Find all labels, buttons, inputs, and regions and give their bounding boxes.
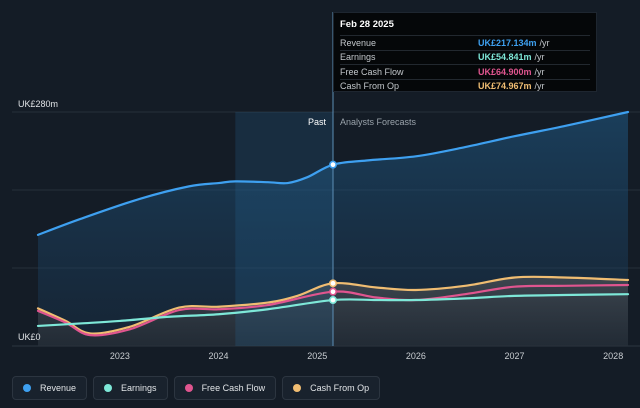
cash-from-op-dot-icon [293,384,302,392]
tooltip-unit: /yr [539,37,550,48]
tooltip-unit: /yr [534,81,545,92]
tooltip-row-free-cash-flow: Free Cash Flow UK£64.900m /yr [340,64,590,79]
tooltip-unit: /yr [534,66,545,77]
tooltip-label: Free Cash Flow [340,66,404,77]
series-markers [328,160,337,305]
tooltip-row-cash-from-op: Cash From Op UK£74.967m /yr [340,78,590,94]
forecast-label: Analysts Forecasts [340,117,417,127]
y-axis-top-label: UK£280m [18,99,58,109]
legend-item-revenue[interactable]: Revenue [12,376,88,400]
tooltip-row-revenue: Revenue UK£217.134m /yr [340,35,590,50]
y-axis-bottom-label: UK£0 [18,332,41,342]
tooltip-value: UK£64.900m [478,66,532,77]
x-tick-label: 2025 [307,351,327,361]
legend: Revenue Earnings Free Cash Flow Cash Fro… [12,376,381,400]
free-cash-flow-marker [328,287,337,296]
revenue-line [36,110,630,236]
x-tick-label: 2023 [110,351,130,361]
tooltip: Feb 28 2025 Revenue UK£217.134m /yr Earn… [333,12,597,92]
cash-from-op-marker [328,279,337,288]
legend-item-free-cash-flow[interactable]: Free Cash Flow [173,376,277,400]
legend-item-earnings[interactable]: Earnings [93,376,168,400]
x-tick-label: 2024 [209,351,229,361]
x-tick-label: 2026 [406,351,426,361]
revenue-dot-icon [23,384,31,392]
tooltip-label: Earnings [340,52,376,63]
tooltip-unit: /yr [534,52,545,63]
revenue-marker [328,160,337,169]
past-label: Past [308,117,327,127]
legend-label: Earnings [121,383,157,393]
x-tick-label: 2028 [603,351,623,361]
chart: Past Analysts Forecasts UK£280m UK£0 202… [12,12,640,361]
x-axis-ticks: 2023 2024 2025 2026 2027 2028 [110,351,623,361]
earnings-marker [328,296,337,305]
legend-label: Revenue [40,383,77,393]
tooltip-row-earnings: Earnings UK£54.841m /yr [340,49,590,65]
free-cash-flow-line [36,283,630,337]
tooltip-value: UK£54.841m [478,52,532,63]
free-cash-flow-dot-icon [184,384,193,392]
earnings-dot-icon [104,384,113,392]
cash-from-op-line [36,275,630,335]
tooltip-value: UK£217.134m [478,37,537,48]
tooltip-date: Feb 28 2025 [340,19,394,30]
legend-label: Cash From Op [310,383,370,393]
tooltip-label: Revenue [340,37,377,48]
x-tick-label: 2027 [505,351,525,361]
legend-label: Free Cash Flow [201,383,266,393]
legend-item-cash-from-op[interactable]: Cash From Op [282,376,381,400]
tooltip-value: UK£74.967m [478,81,532,92]
tooltip-label: Cash From Op [340,81,400,92]
